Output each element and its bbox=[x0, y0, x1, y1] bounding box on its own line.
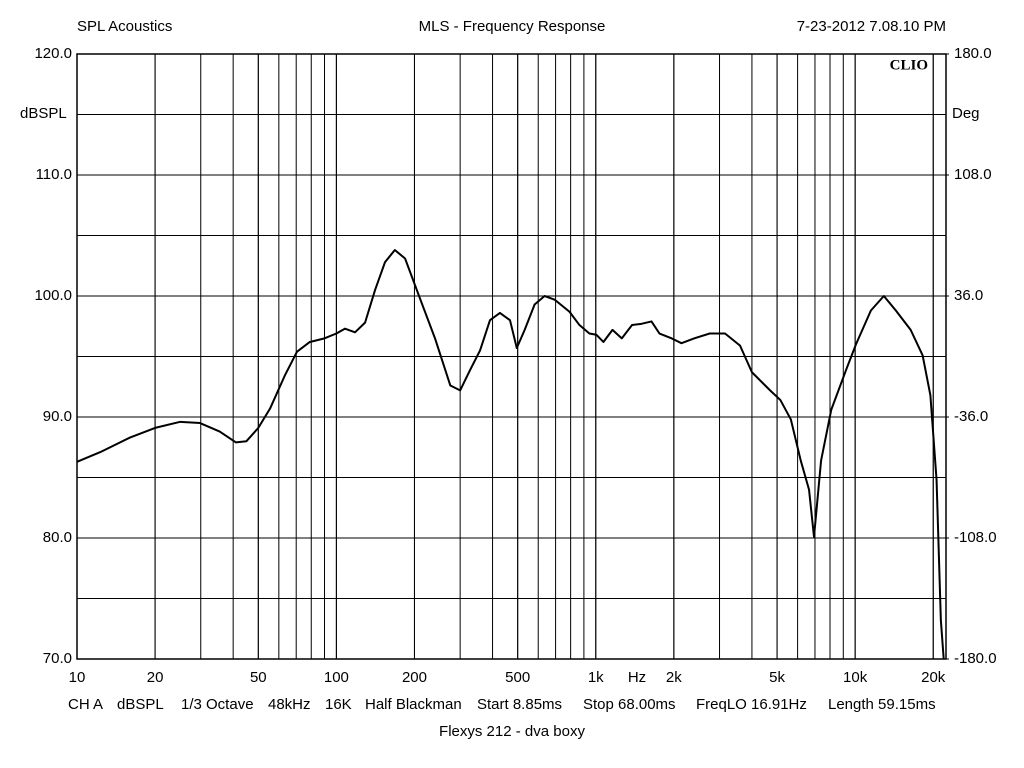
footer-item: Half Blackman bbox=[365, 696, 462, 713]
plot-border bbox=[76, 53, 947, 660]
footer-item: dBSPL bbox=[117, 696, 164, 713]
x-tick-label: 100 bbox=[324, 669, 349, 686]
chart-title: MLS - Frequency Response bbox=[419, 18, 606, 35]
y-axis-label: dBSPL bbox=[20, 105, 67, 122]
footer-item: 48kHz bbox=[268, 696, 311, 713]
y-tick-label: 80.0 bbox=[43, 529, 72, 546]
footer-item: Start 8.85ms bbox=[477, 696, 562, 713]
footer-item: CH A bbox=[68, 696, 103, 713]
x-tick-label: 20k bbox=[921, 669, 946, 686]
x-tick-label: 500 bbox=[505, 669, 530, 686]
y2-tick-label: 180.0 bbox=[954, 45, 992, 62]
footer-item: Length 59.15ms bbox=[828, 696, 936, 713]
y-tick-label: 90.0 bbox=[43, 408, 72, 425]
x-tick-label: 20 bbox=[147, 669, 164, 686]
y2-axis-label: Deg bbox=[952, 105, 980, 122]
y2-tick-label: -180.0 bbox=[954, 650, 997, 667]
header-right: 7-23-2012 7.08.10 PM bbox=[797, 18, 946, 35]
footer-item: Stop 68.00ms bbox=[583, 696, 676, 713]
y-tick-label: 110.0 bbox=[36, 166, 72, 183]
footer-item: FreqLO 16.91Hz bbox=[696, 696, 807, 713]
y-tick-label: 100.0 bbox=[34, 287, 72, 304]
header-left: SPL Acoustics bbox=[77, 18, 172, 35]
x-tick-label: 1k bbox=[588, 669, 604, 686]
subtitle: Flexys 212 - dva boxy bbox=[439, 723, 585, 740]
footer-item: 16K bbox=[325, 696, 352, 713]
x-tick-label: 200 bbox=[402, 669, 427, 686]
x-tick-label: 10 bbox=[69, 669, 86, 686]
x-axis-label: Hz bbox=[628, 669, 646, 686]
x-tick-label: 5k bbox=[769, 669, 785, 686]
y2-tick-label: 36.0 bbox=[954, 287, 983, 304]
y-tick-label: 120.0 bbox=[34, 45, 72, 62]
y2-tick-label: 108.0 bbox=[954, 166, 992, 183]
x-tick-label: 10k bbox=[843, 669, 868, 686]
y2-tick-label: -108.0 bbox=[954, 529, 997, 546]
y-tick-label: 70.0 bbox=[43, 650, 72, 667]
footer-item: 1/3 Octave bbox=[181, 696, 254, 713]
x-tick-label: 50 bbox=[250, 669, 267, 686]
brand: CLIO bbox=[890, 57, 928, 73]
response-curve bbox=[76, 249, 945, 660]
y2-tick-label: -36.0 bbox=[954, 408, 988, 425]
x-tick-label: 2k bbox=[666, 669, 682, 686]
